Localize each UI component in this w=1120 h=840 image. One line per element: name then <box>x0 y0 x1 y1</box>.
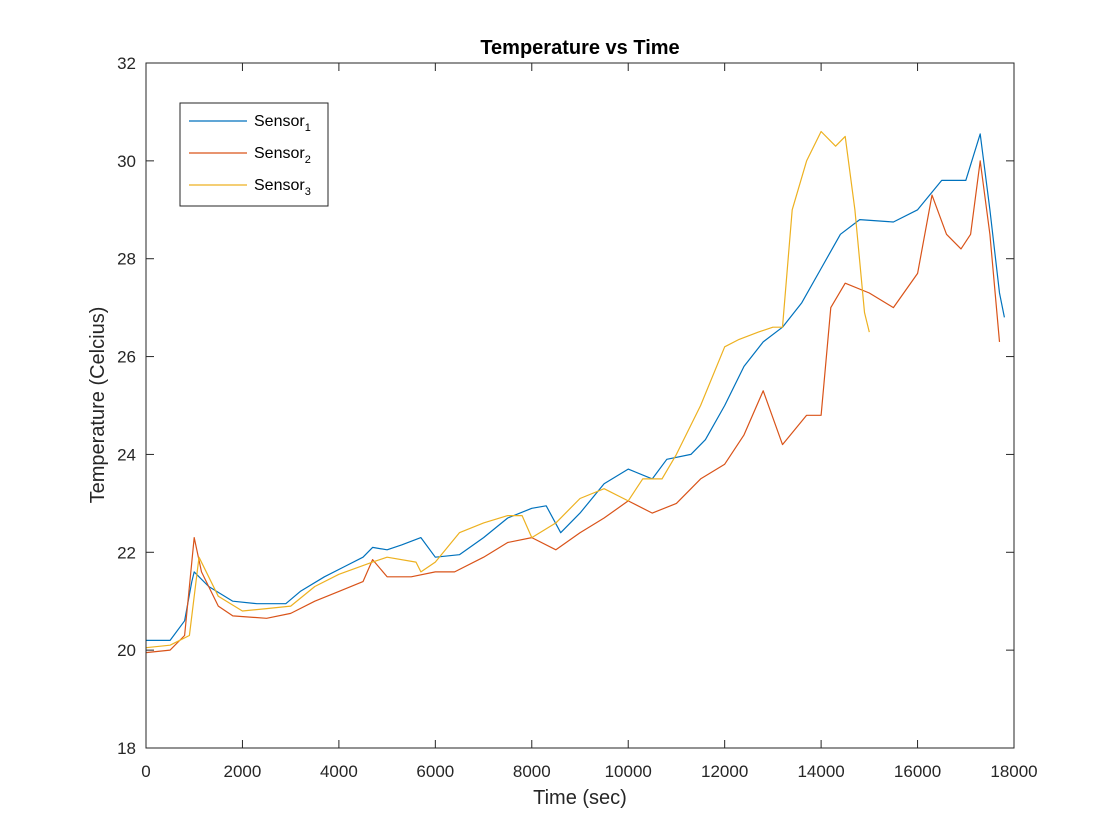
x-tick-label: 14000 <box>797 762 844 781</box>
x-tick-label: 16000 <box>894 762 941 781</box>
y-tick-label: 30 <box>117 152 136 171</box>
y-tick-label: 24 <box>117 445 136 464</box>
legend-label-sensor-3: Sensor3 <box>254 177 311 198</box>
series-line-sensor-2 <box>145 160 1001 654</box>
x-tick-label: 8000 <box>513 762 551 781</box>
axes-box <box>145 62 1015 749</box>
y-tick-label: 32 <box>117 54 136 73</box>
series-line-sensor-1 <box>146 133 1005 641</box>
x-tick-label: 0 <box>141 762 150 781</box>
legend-label-sensor-2: Sensor2 <box>254 145 311 166</box>
y-tick-label: 22 <box>117 543 136 562</box>
x-axis-label: Time (sec) <box>533 787 627 809</box>
x-tick-label: 2000 <box>224 762 262 781</box>
x-axis-ticks: 0 2000 4000 6000 8000 10000 12000 14000 16000 180… <box>141 63 1038 781</box>
legend-label-subscript: 2 <box>305 154 311 166</box>
x-tick-label: 18000 <box>990 762 1037 781</box>
legend-label-subscript: 1 <box>305 122 311 134</box>
y-tick-label: 18 <box>117 739 136 758</box>
legend-label-sensor-1: Sensor1 <box>254 113 311 134</box>
x-tick-label: 12000 <box>701 762 748 781</box>
legend-label-name: Sensor <box>254 113 305 130</box>
legend-label-name: Sensor <box>254 145 305 162</box>
x-tick-label: 6000 <box>416 762 454 781</box>
legend-label-subscript: 3 <box>305 186 311 198</box>
y-tick-label: 26 <box>117 348 136 367</box>
legend-label-name: Sensor <box>254 177 305 194</box>
chart-title: Temperature vs Time <box>480 37 679 59</box>
y-tick-label: 20 <box>117 641 136 660</box>
x-tick-label: 4000 <box>320 762 358 781</box>
series-layer <box>145 130 1005 654</box>
y-axis-label: Temperature (Celcius) <box>87 307 109 504</box>
legend-box <box>179 102 329 207</box>
x-tick-label: 10000 <box>605 762 652 781</box>
series-line-sensor-3 <box>145 130 870 649</box>
y-tick-label: 28 <box>117 250 136 269</box>
